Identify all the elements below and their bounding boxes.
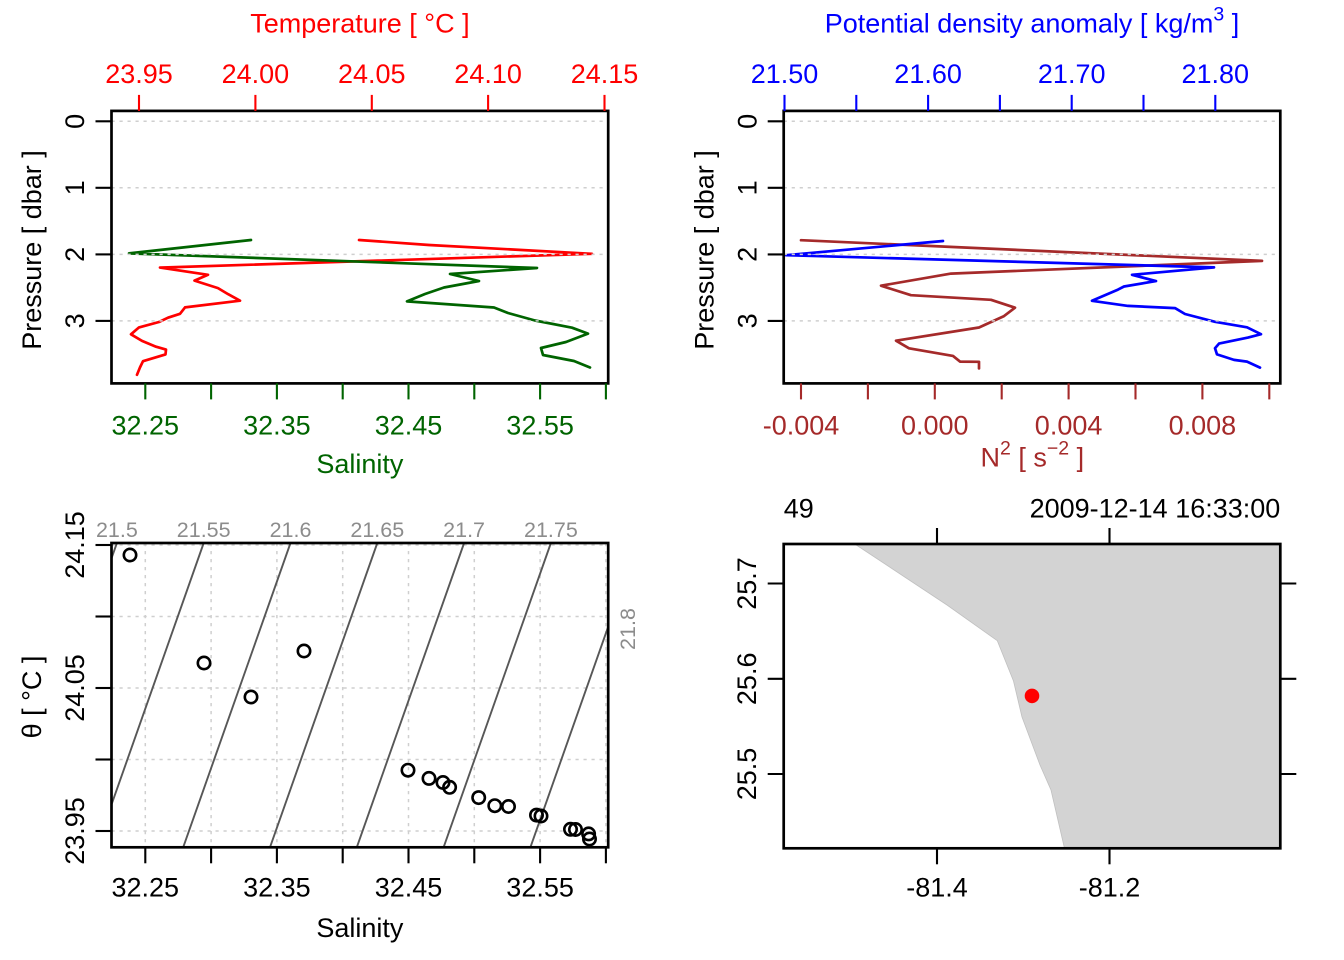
svg-text:24.15: 24.15 <box>571 59 639 89</box>
svg-text:2: 2 <box>732 247 762 262</box>
svg-text:0: 0 <box>60 114 90 129</box>
svg-text:24.00: 24.00 <box>222 59 290 89</box>
svg-text:0: 0 <box>732 114 762 129</box>
svg-text:49: 49 <box>784 494 814 524</box>
svg-text:0.008: 0.008 <box>1169 411 1237 441</box>
svg-text:21.5: 21.5 <box>96 518 138 542</box>
svg-text:1: 1 <box>60 180 90 195</box>
svg-text:21.50: 21.50 <box>751 59 819 89</box>
svg-text:21.55: 21.55 <box>177 518 231 542</box>
svg-text:24.05: 24.05 <box>338 59 406 89</box>
svg-text:32.25: 32.25 <box>112 873 180 903</box>
svg-text:32.55: 32.55 <box>506 873 574 903</box>
svg-text:21.60: 21.60 <box>894 59 962 89</box>
svg-text:21.65: 21.65 <box>350 518 404 542</box>
svg-text:21.80: 21.80 <box>1182 59 1250 89</box>
svg-text:0.000: 0.000 <box>901 411 969 441</box>
svg-text:θ [ °C ]: θ [ °C ] <box>17 656 47 739</box>
svg-text:21.75: 21.75 <box>524 518 578 542</box>
svg-text:Pressure [ dbar ]: Pressure [ dbar ] <box>17 150 47 350</box>
svg-text:25.5: 25.5 <box>732 748 762 801</box>
svg-text:21.8: 21.8 <box>616 608 640 650</box>
svg-text:N2 [ s−2 ]: N2 [ s−2 ] <box>980 438 1084 473</box>
svg-text:32.45: 32.45 <box>375 873 443 903</box>
svg-text:32.35: 32.35 <box>243 411 311 441</box>
svg-text:23.95: 23.95 <box>105 59 173 89</box>
svg-text:32.35: 32.35 <box>243 873 311 903</box>
svg-text:-81.2: -81.2 <box>1079 873 1141 903</box>
svg-text:-81.4: -81.4 <box>906 873 968 903</box>
svg-text:3: 3 <box>732 313 762 328</box>
svg-text:24.05: 24.05 <box>60 654 90 722</box>
svg-text:32.55: 32.55 <box>506 411 574 441</box>
svg-text:Salinity: Salinity <box>316 913 404 943</box>
svg-text:3: 3 <box>60 313 90 328</box>
svg-text:32.45: 32.45 <box>375 411 443 441</box>
svg-text:0.004: 0.004 <box>1035 411 1103 441</box>
svg-text:21.6: 21.6 <box>270 518 312 542</box>
svg-text:-0.004: -0.004 <box>763 411 840 441</box>
svg-text:Temperature [ °C ]: Temperature [ °C ] <box>250 9 469 39</box>
svg-text:1: 1 <box>732 180 762 195</box>
svg-text:21.70: 21.70 <box>1038 59 1106 89</box>
svg-text:Potential density anomaly [ kg: Potential density anomaly [ kg/m3 ] <box>825 4 1240 39</box>
svg-text:25.7: 25.7 <box>732 557 762 610</box>
svg-text:32.25: 32.25 <box>112 411 180 441</box>
svg-text:Pressure [ dbar ]: Pressure [ dbar ] <box>689 150 719 350</box>
svg-text:24.10: 24.10 <box>454 59 522 89</box>
svg-text:23.95: 23.95 <box>60 797 90 865</box>
svg-text:Salinity: Salinity <box>316 449 404 479</box>
svg-text:25.6: 25.6 <box>732 653 762 706</box>
svg-text:24.15: 24.15 <box>60 511 90 579</box>
svg-text:2009-12-14 16:33:00: 2009-12-14 16:33:00 <box>1030 494 1281 524</box>
svg-text:2: 2 <box>60 247 90 262</box>
svg-text:21.7: 21.7 <box>443 518 485 542</box>
